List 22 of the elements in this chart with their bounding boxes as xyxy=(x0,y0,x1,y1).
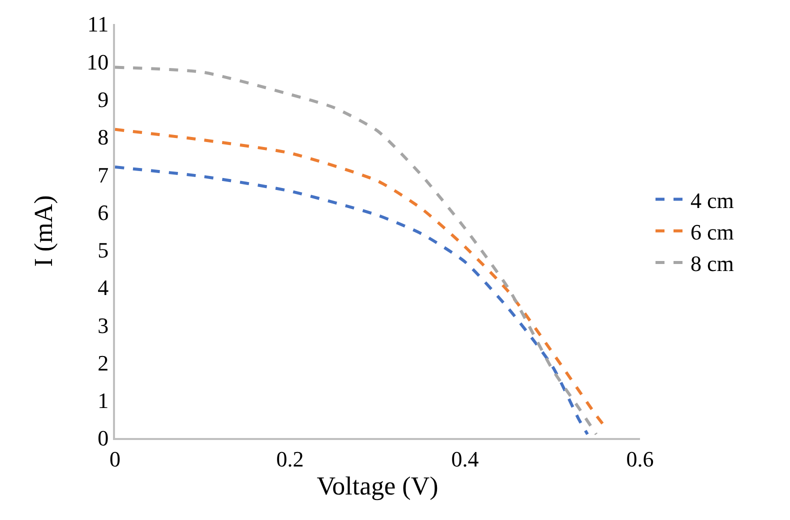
y-tick-label: 5 xyxy=(98,238,109,263)
y-tick-label: 10 xyxy=(86,49,109,74)
legend-label: 6 cm xyxy=(690,219,734,244)
legend-label: 4 cm xyxy=(690,188,734,213)
y-tick-label: 2 xyxy=(98,350,109,376)
legend-label: 8 cm xyxy=(690,251,734,276)
x-tick-label: 0.6 xyxy=(626,446,654,472)
y-tick-label: 4 xyxy=(98,275,109,300)
x-tick-label: 0.4 xyxy=(451,446,479,472)
y-tick-label: 11 xyxy=(87,12,109,37)
x-axis-title: Voltage (V) xyxy=(316,472,438,501)
line-series xyxy=(115,166,589,436)
y-tick-label: 8 xyxy=(98,124,109,150)
y-tick-label: 9 xyxy=(98,86,109,112)
y-tick-label: 7 xyxy=(98,162,109,188)
y-tick-label: 6 xyxy=(98,200,109,225)
y-tick-label: 1 xyxy=(98,388,109,414)
y-tick-label: 0 xyxy=(98,426,109,451)
x-tick-label: 0.2 xyxy=(276,446,304,472)
line-series xyxy=(115,66,598,436)
y-tick-label: 3 xyxy=(98,312,109,338)
y-axis-title: I (mA) xyxy=(29,195,58,267)
